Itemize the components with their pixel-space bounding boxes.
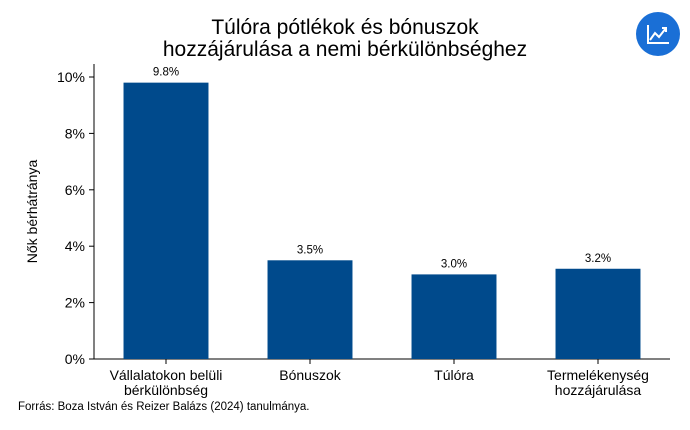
chart-title: Túlóra pótlékok és bónuszok hozzájárulás… <box>0 17 690 61</box>
x-category-label: Termelékenység <box>547 367 649 383</box>
y-tick-label: 0% <box>65 351 85 367</box>
bar <box>411 274 497 359</box>
bar-value-label: 3.2% <box>585 253 611 265</box>
y-tick-label: 6% <box>65 182 85 198</box>
y-tick-label: 2% <box>65 295 85 311</box>
chart-title-line-2: hozzájárulása a nemi bérkülönbséghez <box>162 38 528 61</box>
bar <box>123 82 209 359</box>
bar-value-label: 9.8% <box>153 67 179 79</box>
x-category-label: hozzájárulása <box>555 382 642 398</box>
bar <box>267 260 353 359</box>
y-tick-label: 8% <box>65 125 85 141</box>
chart-title-line-1: Túlóra pótlékok és bónuszok <box>211 16 479 39</box>
y-tick-label: 10% <box>57 69 85 85</box>
x-category-label: Túlóra <box>434 367 474 383</box>
y-tick-label: 4% <box>65 238 85 254</box>
y-axis-title: Nők bérhátránya <box>24 160 40 264</box>
bar-value-label: 3.5% <box>297 244 323 256</box>
x-category-label: bérkülönbség <box>124 382 208 398</box>
bar-value-label: 3.0% <box>441 258 467 270</box>
x-category-label: Vállalatokon belüli <box>110 367 223 383</box>
trend-chart-icon <box>636 12 680 56</box>
bar <box>555 268 641 359</box>
x-category-label: Bónuszok <box>279 367 341 383</box>
source-note: Forrás: Boza István és Reizer Balázs (20… <box>18 401 310 413</box>
